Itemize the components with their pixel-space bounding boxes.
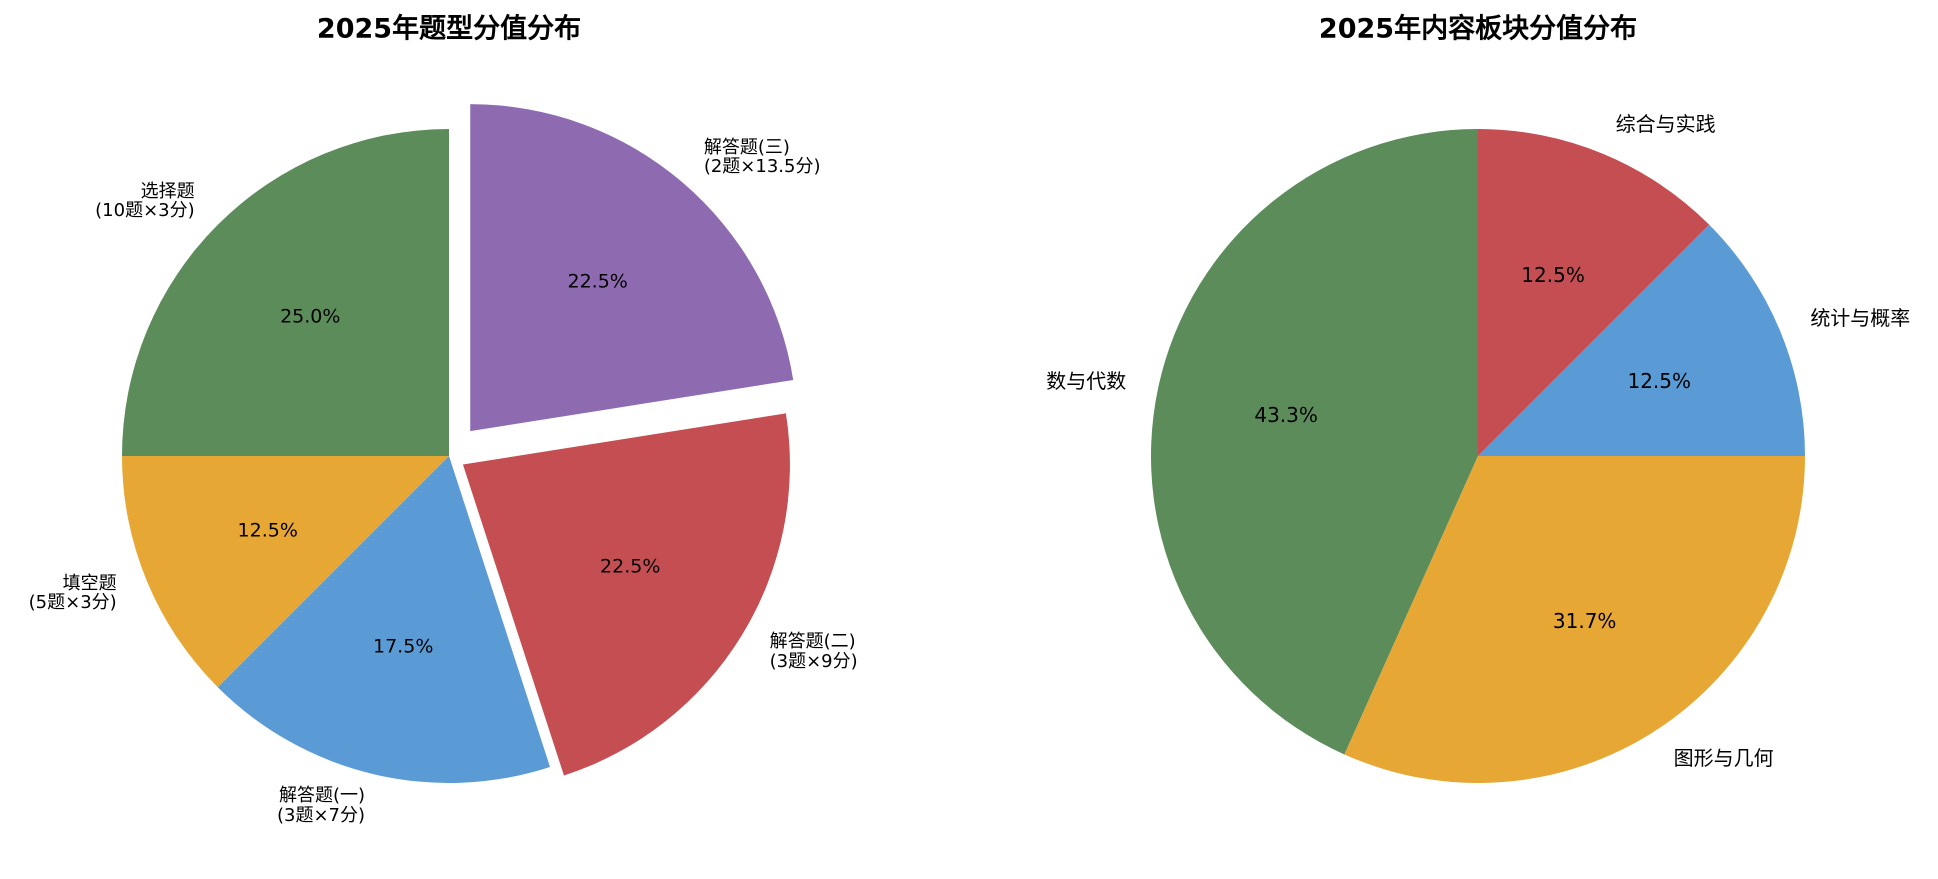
slice-label: 解答题(三) (2题×13.5分) (703, 136, 821, 178)
slice-label: 选择题 (10题×3分) (95, 180, 195, 222)
pie-slice (217, 456, 551, 784)
pie-slice (470, 104, 794, 432)
pct-label: 43.3% (1254, 403, 1318, 427)
pie-slice (1150, 129, 1478, 755)
pie-slice (122, 129, 449, 456)
slice-label: 数与代数 (1046, 368, 1127, 393)
chart-title: 2025年题型分值分布 (316, 13, 582, 45)
pie-slice (1478, 224, 1805, 456)
pie-slice (1344, 456, 1805, 783)
pie-slice (1478, 129, 1710, 456)
pie-slice (462, 413, 790, 776)
pct-label: 17.5% (373, 635, 434, 658)
pct-label: 22.5% (600, 555, 661, 578)
slice-label: 解答题(一) (3题×7分) (276, 784, 366, 826)
pct-label: 12.5% (237, 519, 298, 542)
pct-label: 12.5% (1521, 262, 1585, 287)
slice-label: 综合与实践 (1615, 111, 1716, 136)
chart-title: 2025年内容板块分值分布 (1318, 13, 1638, 45)
pie-slice (122, 456, 449, 688)
slice-label: 图形与几何 (1673, 745, 1774, 770)
pct-label: 31.7% (1552, 608, 1617, 633)
pct-label: 22.5% (567, 270, 628, 293)
slice-label: 解答题(二) (3题×9分) (769, 631, 858, 673)
slice-label: 填空题 (5题×3分) (28, 572, 117, 614)
pct-label: 25.0% (280, 305, 341, 328)
slice-label: 统计与概率 (1810, 306, 1911, 331)
pct-label: 12.5% (1627, 368, 1692, 393)
